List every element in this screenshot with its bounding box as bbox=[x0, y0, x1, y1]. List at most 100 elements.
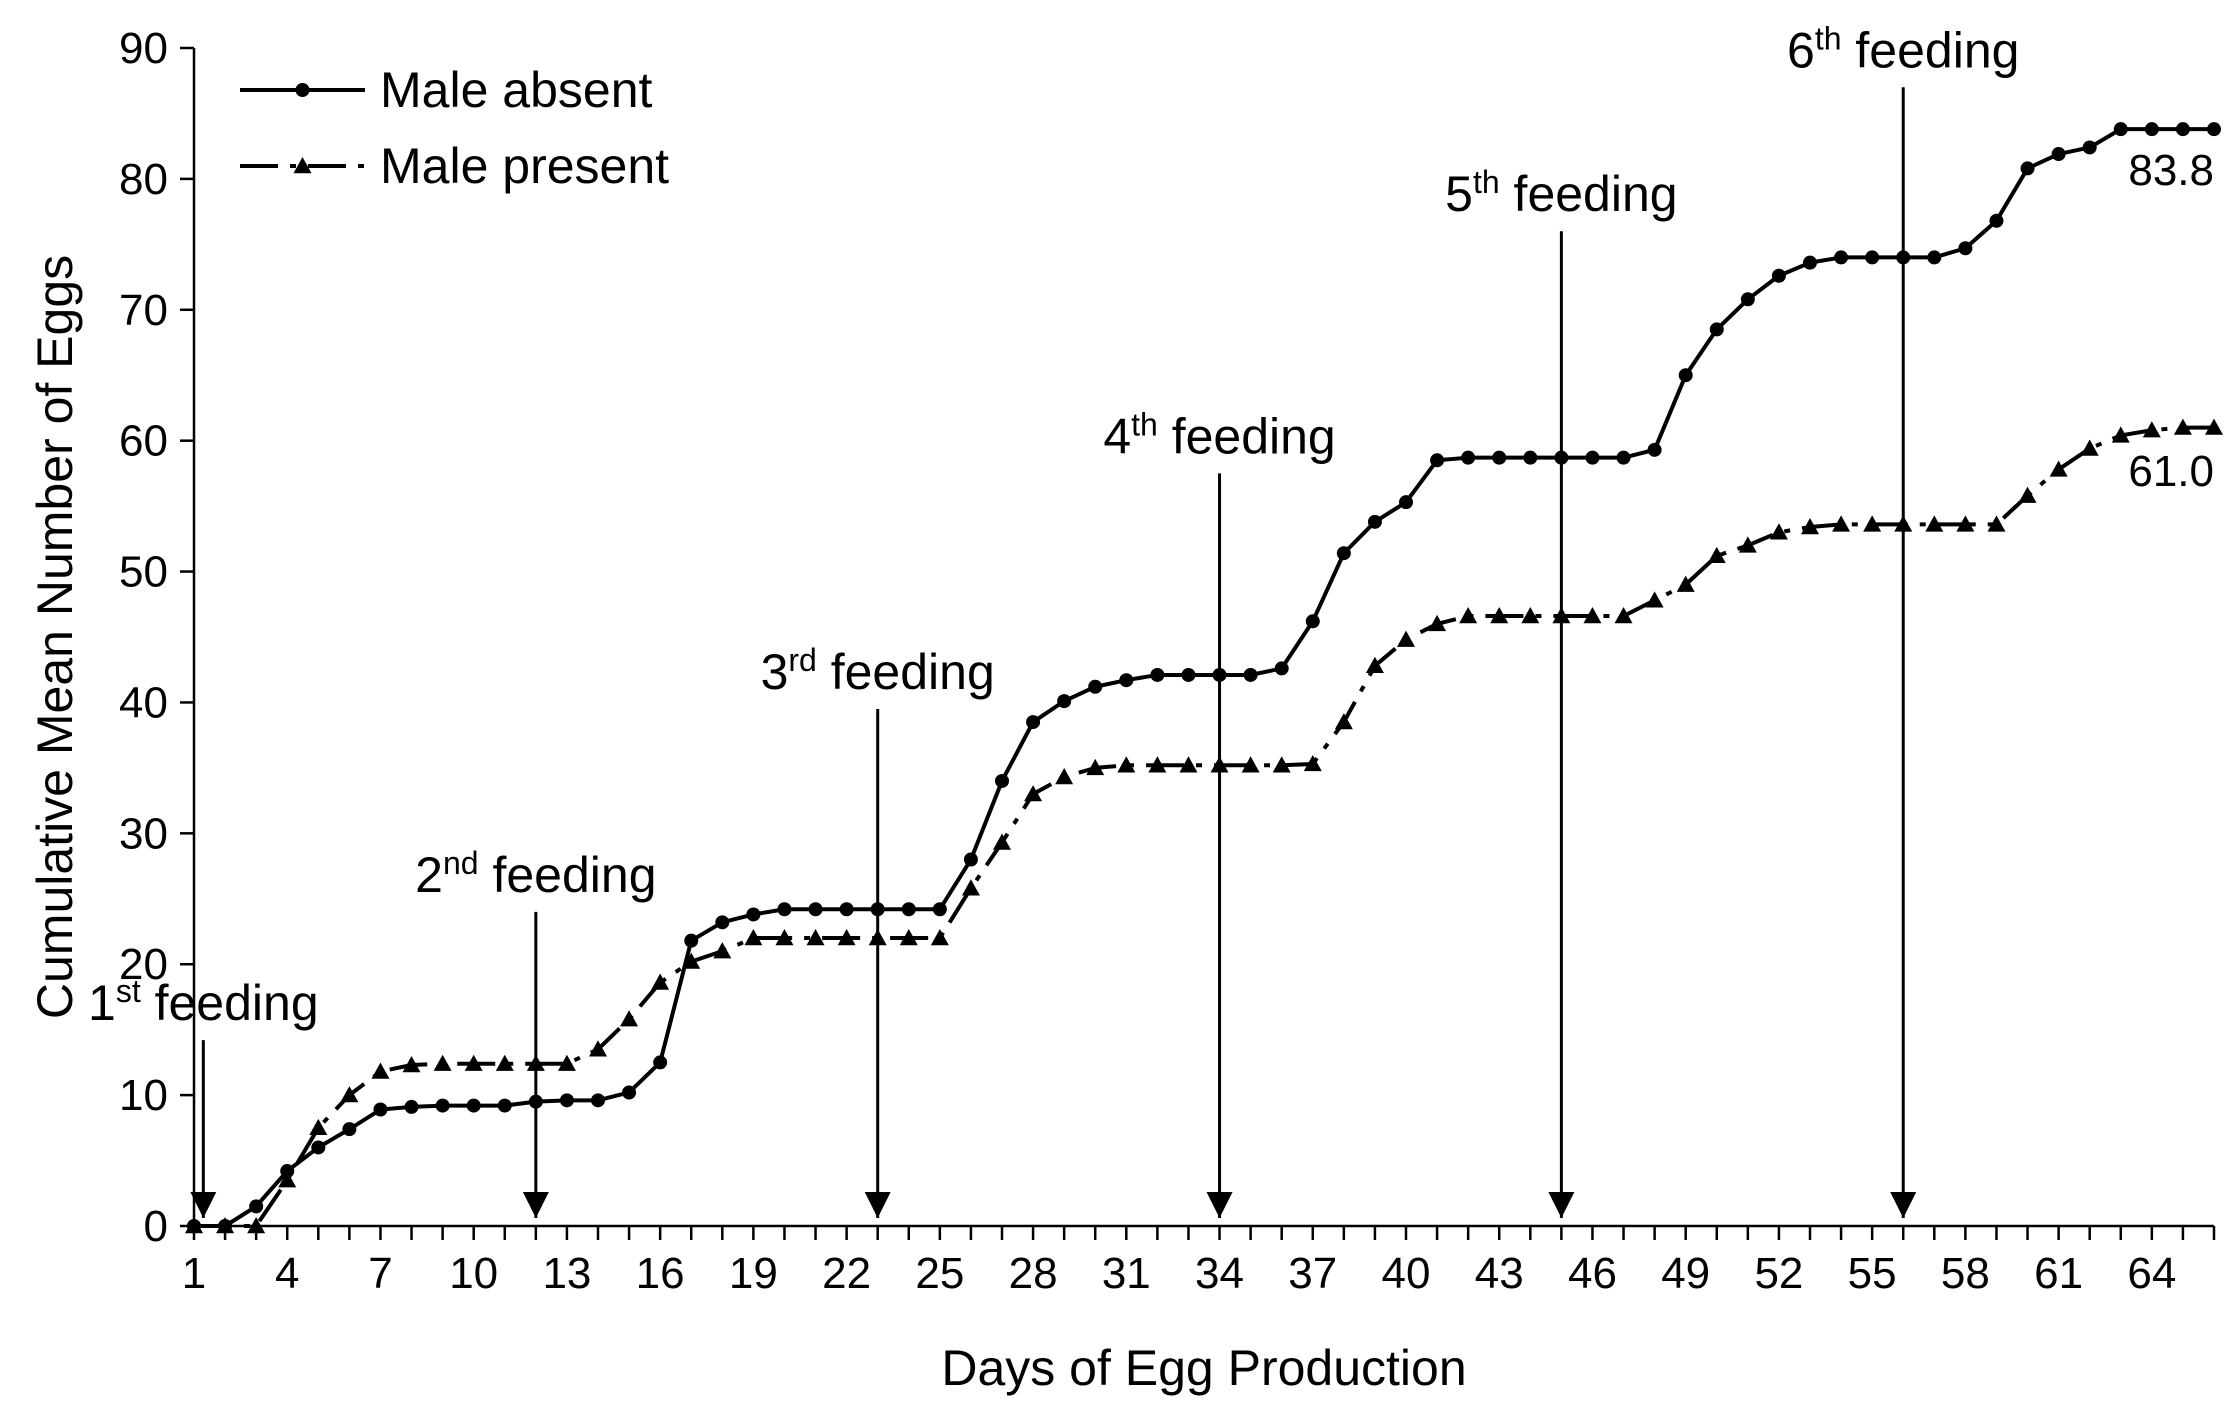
data-point bbox=[2142, 421, 2161, 438]
feeding-word: feeding bbox=[479, 847, 657, 903]
legend-label: Male absent bbox=[380, 62, 652, 118]
data-point bbox=[1088, 679, 1103, 694]
data-point bbox=[1179, 756, 1198, 773]
data-point bbox=[1428, 614, 1447, 632]
data-point bbox=[1026, 715, 1041, 730]
y-tick-label: 90 bbox=[119, 24, 168, 73]
data-point bbox=[1925, 515, 1944, 532]
feeding-suffix: rd bbox=[788, 642, 816, 678]
data-point bbox=[2111, 426, 2130, 443]
y-tick-label: 50 bbox=[119, 548, 168, 597]
data-point bbox=[1927, 250, 1942, 265]
y-tick-label: 60 bbox=[119, 417, 168, 466]
feeding-word: feeding bbox=[1158, 408, 1336, 464]
x-tick-label: 22 bbox=[822, 1249, 871, 1298]
data-point bbox=[1645, 591, 1664, 608]
data-point bbox=[1552, 607, 1571, 624]
data-point bbox=[2051, 147, 2066, 162]
data-point bbox=[746, 907, 761, 922]
data-point bbox=[1740, 292, 1755, 307]
data-point bbox=[1738, 536, 1757, 553]
data-point bbox=[2113, 122, 2128, 137]
data-point bbox=[1212, 667, 1227, 682]
data-point bbox=[1771, 268, 1786, 283]
data-point bbox=[653, 1055, 668, 1070]
data-point bbox=[1863, 515, 1882, 532]
data-point bbox=[1272, 756, 1291, 773]
data-point bbox=[295, 83, 310, 97]
data-point bbox=[464, 1054, 483, 1071]
data-point bbox=[1055, 768, 1074, 785]
series-male-present bbox=[185, 418, 2223, 1234]
data-point bbox=[2207, 122, 2221, 137]
data-point bbox=[1210, 756, 1229, 773]
data-point bbox=[1367, 514, 1382, 529]
data-point bbox=[1086, 758, 1105, 776]
feeding-ordinal: 6 bbox=[1787, 22, 1815, 78]
data-point bbox=[1334, 713, 1353, 730]
data-point bbox=[247, 1217, 266, 1234]
legend-label: Male present bbox=[380, 138, 669, 194]
data-point bbox=[278, 1171, 297, 1188]
data-point bbox=[2173, 418, 2192, 435]
data-point bbox=[1148, 756, 1167, 773]
data-point bbox=[2018, 486, 2037, 503]
data-point bbox=[1303, 754, 1322, 772]
data-point bbox=[839, 902, 854, 917]
feeding-ordinal: 3 bbox=[761, 644, 789, 700]
data-point bbox=[684, 933, 699, 948]
data-point bbox=[371, 1062, 390, 1079]
data-point bbox=[1492, 450, 1507, 465]
data-point bbox=[309, 1118, 328, 1136]
data-point bbox=[1989, 213, 2004, 228]
data-point bbox=[622, 1085, 637, 1100]
x-tick-label: 64 bbox=[2127, 1249, 2176, 1298]
data-point bbox=[2175, 122, 2190, 137]
data-point bbox=[868, 929, 887, 946]
data-point bbox=[1490, 607, 1509, 624]
data-point bbox=[1709, 322, 1724, 337]
data-point bbox=[1554, 450, 1569, 465]
data-point bbox=[404, 1099, 419, 1114]
data-point bbox=[930, 929, 949, 946]
feeding-label: 5th feeding bbox=[1445, 164, 1677, 222]
y-tick-label: 20 bbox=[119, 940, 168, 989]
data-point bbox=[901, 902, 916, 917]
series-line bbox=[194, 425, 2214, 1228]
data-point bbox=[1583, 607, 1602, 624]
data-point bbox=[1181, 667, 1196, 682]
y-tick-label: 0 bbox=[144, 1202, 168, 1251]
data-point bbox=[2082, 140, 2097, 155]
data-point bbox=[589, 1040, 607, 1057]
data-point bbox=[1461, 450, 1476, 465]
y-tick-label: 80 bbox=[119, 155, 168, 204]
x-tick-label: 46 bbox=[1568, 1249, 1617, 1298]
data-point bbox=[433, 1054, 452, 1071]
x-tick-label: 1 bbox=[182, 1249, 206, 1298]
data-point bbox=[497, 1098, 512, 1113]
x-tick-label: 37 bbox=[1288, 1249, 1337, 1298]
series-line bbox=[194, 127, 2214, 1228]
x-tick-label: 34 bbox=[1195, 1249, 1244, 1298]
data-point bbox=[2144, 122, 2159, 137]
data-point bbox=[963, 852, 978, 867]
data-point bbox=[1523, 450, 1538, 465]
data-point bbox=[280, 1164, 295, 1179]
y-axis-title: Cumulative Mean Number of Eggs bbox=[27, 255, 83, 1019]
data-point bbox=[2020, 161, 2035, 176]
x-tick-label: 43 bbox=[1475, 1249, 1524, 1298]
feeding-suffix: st bbox=[116, 973, 141, 1009]
feeding-ordinal: 4 bbox=[1103, 408, 1131, 464]
data-point bbox=[682, 952, 701, 969]
data-point bbox=[808, 902, 823, 917]
data-point bbox=[1801, 518, 1819, 535]
feeding-label: 6th feeding bbox=[1787, 20, 2019, 78]
data-point bbox=[559, 1093, 574, 1108]
x-tick-label: 7 bbox=[368, 1249, 392, 1298]
data-point bbox=[961, 879, 980, 896]
data-point bbox=[1397, 630, 1415, 647]
data-point bbox=[744, 929, 763, 946]
data-point bbox=[1956, 515, 1975, 532]
feeding-word: feeding bbox=[1842, 22, 2020, 78]
